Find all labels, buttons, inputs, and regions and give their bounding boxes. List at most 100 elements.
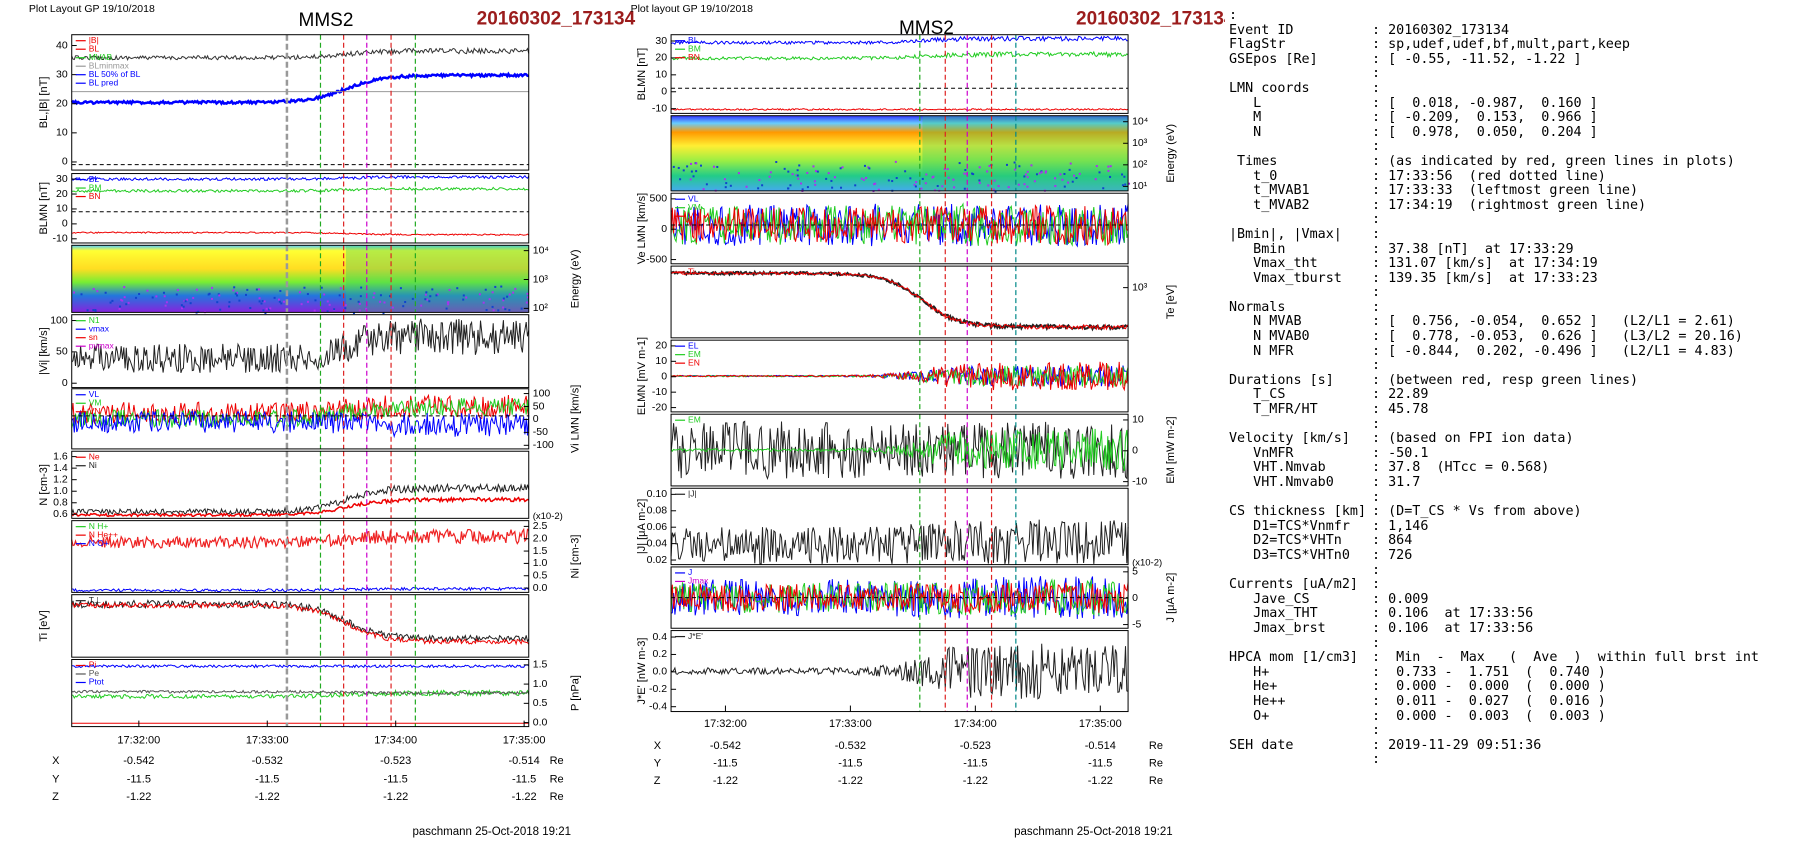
y-tick-label: 0.06 [647, 521, 668, 533]
spectrogram-noise [1040, 171, 1043, 174]
spectrogram-noise [796, 169, 799, 172]
y-tick-label: 0.2 [652, 648, 667, 660]
spectrogram-noise [121, 299, 124, 302]
spectrogram-noise [891, 180, 894, 183]
listing-key: Normals [1229, 299, 1286, 315]
listing-key: t_0 [1229, 168, 1278, 184]
spectrogram-noise [1107, 165, 1110, 168]
spectrogram-noise [1013, 161, 1016, 164]
listing-value: : 131.07 [km/s] at 17:34:19 [1372, 256, 1598, 272]
y-tick-label: 0 [661, 223, 667, 235]
listing-row: VnMFR: -50.1 [1229, 446, 1799, 461]
spectrogram-noise [705, 183, 708, 186]
spectrogram-noise [383, 301, 386, 304]
listing-row: Vmax_tburst: 139.35 [km/s] at 17:33:23 [1229, 271, 1799, 286]
x-tick-label: 17:35:00 [1079, 718, 1122, 730]
listing-row: : [1229, 563, 1799, 578]
y2-tick-label: 2.0 [533, 533, 548, 545]
spectrogram-noise [344, 304, 347, 307]
spectrogram-noise [448, 288, 451, 291]
legend-label: VL [89, 389, 100, 399]
spectrogram-noise [1017, 183, 1020, 186]
spectrogram-noise [491, 291, 494, 294]
x-tick-label: 17:34:00 [954, 718, 997, 730]
spectrogram-noise [195, 288, 198, 291]
spectrogram-noise [379, 300, 382, 303]
ephemeris-value: -1.22 [1088, 775, 1113, 787]
spectrogram-noise [207, 293, 210, 296]
spectrogram-noise [228, 305, 231, 308]
spectrogram-noise [176, 288, 179, 291]
spectrogram-noise [485, 309, 488, 312]
listing-row: N MFR: [ -0.844, 0.202, -0.496 ] (L2/L1 … [1229, 344, 1799, 359]
y2-tick-label: 10⁴ [533, 244, 549, 256]
spectrogram-noise [768, 175, 771, 178]
spectrogram-noise [737, 172, 740, 175]
spectrogram-noise [994, 190, 997, 193]
spectrogram-noise [1026, 170, 1029, 173]
spectrogram-noise [952, 178, 955, 181]
trace [670, 269, 1129, 332]
spectrogram-noise [867, 166, 870, 169]
ephemeris-unit: Re [550, 791, 564, 803]
spectrogram-noise [323, 293, 326, 296]
event-id: 20160302_173134 [1076, 9, 1225, 30]
y-axis-label: BLMN [nT] [38, 182, 50, 235]
legend-label: Ti [688, 266, 695, 276]
spectrogram-noise [825, 177, 828, 180]
y2-axis-label: EM [mW m-2] [1165, 416, 1177, 483]
spectrogram-noise [724, 186, 727, 189]
trace [71, 598, 530, 643]
y2-tick-label: 0 [533, 413, 539, 425]
panel-frame [670, 34, 1129, 114]
spectrogram-noise [424, 298, 427, 301]
spectrogram-noise [827, 172, 830, 175]
x-tick-label: 17:33:00 [246, 734, 289, 746]
y-tick-label: 1.2 [53, 473, 68, 485]
y-tick-label: 20 [56, 98, 68, 110]
ephemeris-label: X [654, 740, 662, 752]
listing-row: Event ID: 20160302_173134 [1229, 23, 1799, 38]
spectrogram-noise [123, 286, 126, 289]
scale-note: (x10-2) [1132, 557, 1162, 568]
y-tick-label: -10 [652, 102, 667, 114]
legend-label: VN [688, 210, 700, 220]
spectrogram-noise [520, 307, 523, 310]
spectrogram-noise [865, 176, 868, 179]
spectrogram-noise [801, 188, 804, 191]
panel: 2.52.01.51.00.50.0Ni [cm-3](x10-2)N H+N … [71, 511, 581, 594]
listing-key: Jmax_brst [1229, 620, 1326, 636]
spectrogram-noise [1023, 183, 1026, 186]
spectrogram-noise [745, 185, 748, 188]
spectrogram-noise [238, 299, 241, 302]
panel: 10⁴ 10³ 10² Energy (eV) [71, 244, 581, 315]
spectrogram-noise [138, 293, 141, 296]
spectrogram-noise [180, 304, 183, 307]
legend-label: |J| [688, 489, 697, 499]
scale-note: (x10-2) [533, 511, 563, 522]
spectrogram-noise [525, 301, 528, 304]
spectrogram-noise [997, 185, 1000, 188]
listing-row: Jave_CS: 0.009 [1229, 592, 1799, 607]
spectrogram-noise [447, 303, 450, 306]
y2-axis-label: J [μA m-2] [1165, 573, 1177, 623]
spectrogram-noise [399, 287, 402, 290]
spectrogram-noise [796, 174, 799, 177]
ephemeris-label: Z [654, 775, 661, 787]
listing-value: : 1,146 [1372, 518, 1429, 534]
spectrogram-noise [831, 186, 834, 189]
spectrogram-noise [1063, 185, 1066, 188]
spectrogram-noise [877, 188, 880, 191]
x-tick-label: 17:32:00 [117, 734, 160, 746]
listing-key: Bmin [1229, 241, 1286, 257]
spectrogram-noise [1078, 172, 1081, 175]
trace [670, 582, 1129, 614]
listing-value: : [1372, 66, 1381, 82]
legend-label: pvmax [89, 340, 115, 350]
trace [71, 527, 530, 550]
y-tick-label: 500 [650, 193, 668, 205]
y-axis-label: |J| [μA m-2] [636, 499, 648, 554]
y-tick-label: 20 [655, 52, 667, 64]
spectrogram-noise [1035, 173, 1038, 176]
listing-value: : 22.89 [1372, 387, 1429, 403]
